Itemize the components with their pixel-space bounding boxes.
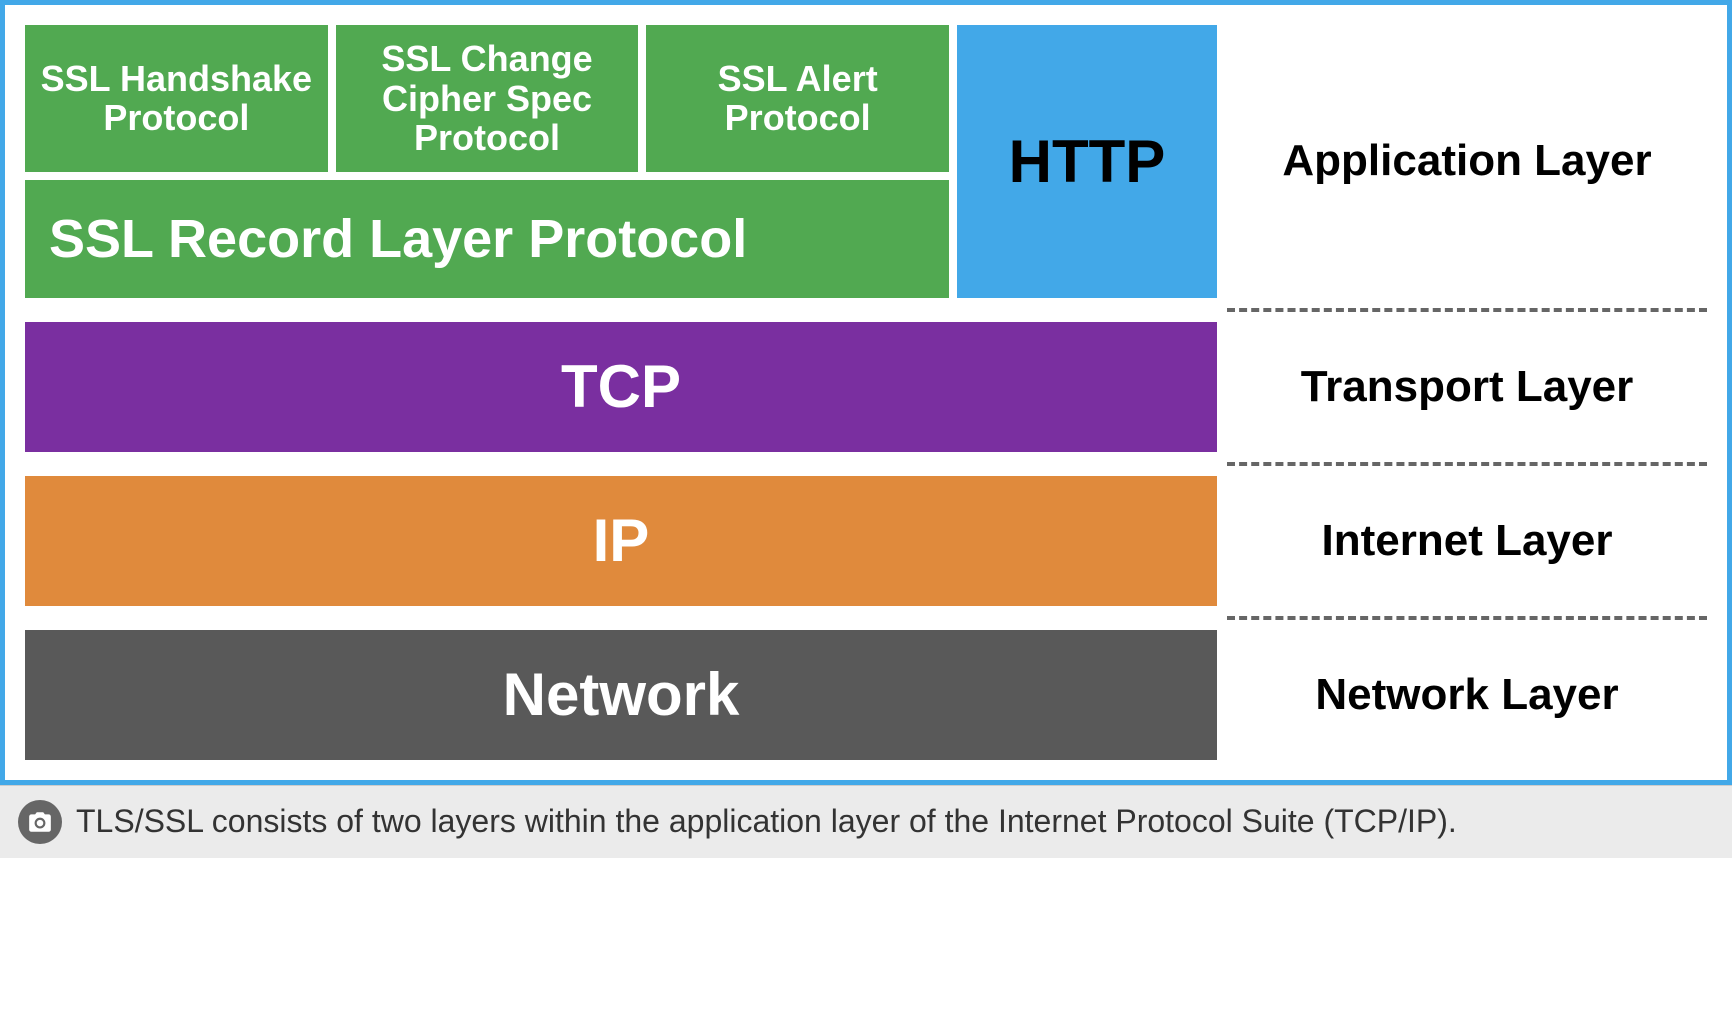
- transport-layer-label: Transport Layer: [1227, 322, 1707, 452]
- ssl-stack: SSL Handshake Protocol SSL Change Cipher…: [25, 25, 949, 298]
- layer-separator: [25, 462, 1707, 466]
- network-box: Network: [25, 630, 1217, 760]
- network-layer-label: Network Layer: [1227, 630, 1707, 760]
- caption-bar: TLS/SSL consists of two layers within th…: [0, 785, 1732, 858]
- ssl-record-box: SSL Record Layer Protocol: [25, 180, 949, 298]
- ssl-change-cipher-box: SSL Change Cipher Spec Protocol: [336, 25, 639, 172]
- http-box: HTTP: [957, 25, 1217, 298]
- ip-box: IP: [25, 476, 1217, 606]
- internet-layer-row: IP Internet Layer: [25, 476, 1707, 606]
- ssl-alert-box: SSL Alert Protocol: [646, 25, 949, 172]
- internet-layer-label: Internet Layer: [1227, 476, 1707, 606]
- ssl-sub-protocols-row: SSL Handshake Protocol SSL Change Cipher…: [25, 25, 949, 172]
- application-layer-content: SSL Handshake Protocol SSL Change Cipher…: [25, 25, 1217, 298]
- transport-layer-row: TCP Transport Layer: [25, 322, 1707, 452]
- layer-separator: [25, 308, 1707, 312]
- caption-text: TLS/SSL consists of two layers within th…: [76, 803, 1457, 840]
- tcp-box: TCP: [25, 322, 1217, 452]
- network-layer-row: Network Network Layer: [25, 630, 1707, 760]
- application-layer-row: SSL Handshake Protocol SSL Change Cipher…: [25, 25, 1707, 298]
- application-layer-label: Application Layer: [1227, 25, 1707, 298]
- layer-separator: [25, 616, 1707, 620]
- protocol-stack-diagram: SSL Handshake Protocol SSL Change Cipher…: [0, 0, 1732, 785]
- camera-icon: [18, 800, 62, 844]
- ssl-handshake-box: SSL Handshake Protocol: [25, 25, 328, 172]
